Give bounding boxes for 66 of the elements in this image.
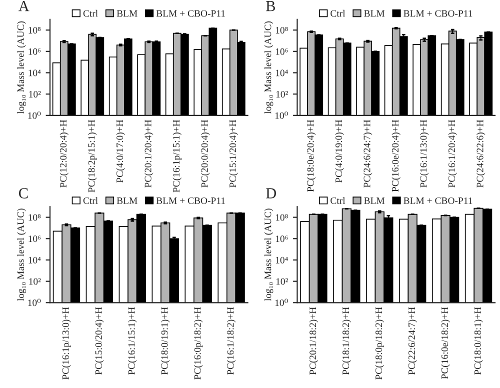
x-tick-label: PC(16:0e/18:2)+H (441, 307, 450, 379)
x-tick-label: PC(16:0e/20:4)+H (392, 120, 401, 192)
x-tick-label: PC(15:1/20:4)+H (229, 120, 238, 188)
x-tick-label: PC(18:2p/15:1)+H (88, 120, 97, 192)
x-tick-label: PC(15:0/20:4)+H (95, 307, 104, 375)
x-tick-label: PC(4:0/17:0)+H (116, 120, 126, 183)
x-tick-label: PC(18:1/18:2)+H (342, 307, 352, 375)
y-tick-label: 10⁶ (276, 236, 288, 242)
y-tick-label: 10² (276, 278, 288, 285)
y-axis-title: log₁₀ Mass level (AUC) (17, 208, 26, 301)
x-tick-label: PC(18:0/19:1)+H (160, 307, 170, 375)
y-tick-label: 10⁰ (275, 112, 288, 119)
legend-label: BLM + CBO-P11 (404, 10, 472, 17)
legend-label: BLM (364, 198, 385, 204)
x-tick-label: PC(20:0/20:4)+H (200, 120, 210, 188)
legend-label: BLM + CBO-P11 (404, 197, 472, 204)
y-tick-label: 10² (29, 90, 41, 98)
y-tick-label: 10⁸ (28, 214, 41, 221)
chart-title: C (18, 188, 28, 198)
y-axis-title: log₁₀ Mass level (AUC) (264, 21, 274, 114)
x-tick-label: PC(20:1/18:2)+H (309, 307, 318, 375)
y-tick-label: 10⁰ (28, 298, 41, 306)
y-tick-label: 10⁴ (276, 70, 288, 76)
y-axis-title: log₁₀ Mass level (AUC) (264, 208, 274, 301)
x-tick-label: PC(18:0e/20:4)+H (306, 120, 316, 192)
x-tick-label: PC(16:1/18:2)+H (226, 307, 236, 375)
y-axis-title: log₁₀ Mass level (AUC) (17, 21, 26, 114)
y-tick-label: 10⁸ (276, 214, 288, 221)
legend-label: BLM (364, 10, 385, 17)
y-tick-label: 10⁸ (276, 26, 288, 34)
y-tick-label: 10⁰ (275, 298, 288, 306)
x-tick-label: PC(18:0/18:1)+H (474, 307, 483, 375)
y-tick-label: 10⁶ (276, 48, 288, 55)
y-tick-label: 10⁶ (28, 236, 41, 242)
y-tick-label: 10⁰ (28, 112, 41, 119)
y-tick-label: 10⁴ (28, 70, 41, 76)
chart-title: D (266, 188, 276, 198)
x-tick-label: PC(16:1/13:0)+H (420, 120, 429, 188)
legend-label: BLM (116, 198, 138, 204)
legend-label: Ctrl (83, 197, 98, 204)
y-tick-label: 10⁶ (28, 48, 41, 55)
y-tick-label: 10⁴ (28, 256, 41, 264)
x-tick-label: PC(18:0p/18:2)+H (375, 307, 384, 380)
legend-label: BLM + CBO-P11 (156, 197, 225, 204)
chart-title: A (18, 0, 30, 12)
x-tick-label: PC(16:0p/18:2)+H (194, 307, 203, 380)
x-tick-label: PC(12:0/20:4)+H (60, 120, 69, 188)
x-tick-label: PC(16:1p/15:1)+H (172, 120, 182, 192)
x-tick-label: PC(22:6/24:7)+H (408, 307, 417, 375)
legend-label: Ctrl (83, 10, 98, 17)
legend-label: Ctrl (330, 197, 346, 204)
x-tick-label: PC(16:1/20:4)+H (448, 120, 458, 188)
y-tick-label: 10⁴ (276, 256, 288, 264)
x-tick-label: PC(16:1/15:1)+H (128, 307, 137, 375)
legend-label: Ctrl (330, 10, 346, 17)
x-tick-label: PC(20:1/20:4)+H (144, 120, 154, 188)
y-tick-label: 10⁸ (28, 26, 41, 34)
legend-label: BLM (116, 10, 138, 17)
x-tick-label: PC(4:0/19:0)+H (335, 120, 344, 183)
y-tick-label: 10² (276, 90, 288, 98)
x-tick-label: PC(16:1p/13:0)+H (62, 307, 71, 380)
x-tick-label: PC(24:6/24:7)+H (363, 120, 372, 188)
x-tick-label: PC(24:6/22:6)+H (476, 120, 486, 188)
y-tick-label: 10² (29, 278, 41, 285)
chart-title: B (266, 1, 276, 12)
legend-label: BLM + CBO-P11 (156, 10, 225, 17)
